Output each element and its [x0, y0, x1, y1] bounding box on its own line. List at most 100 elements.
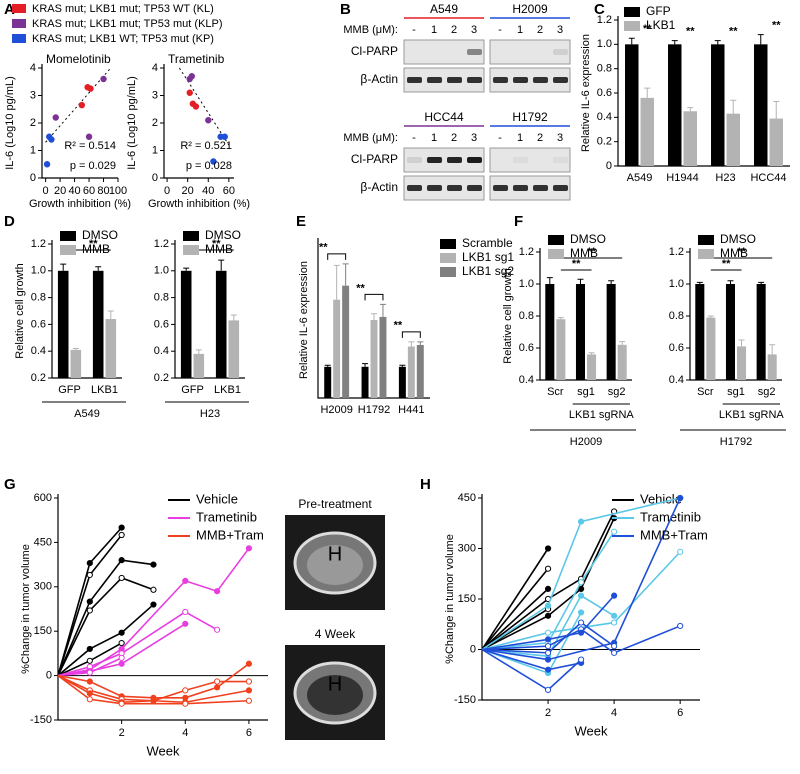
point: [611, 619, 618, 626]
significance: **: [319, 242, 328, 254]
bar: [575, 284, 585, 380]
y-tick-label: 0.4: [31, 345, 46, 357]
error-bar: [399, 364, 406, 367]
y-axis-label: Relative cell growth: [14, 263, 26, 358]
x-tick-label: GFP: [181, 384, 204, 396]
bar: [767, 354, 777, 380]
point: [150, 601, 157, 608]
point: [677, 494, 684, 502]
group-label: H23: [200, 408, 220, 420]
error-bar: [342, 263, 349, 286]
error-bar: [557, 317, 564, 320]
point: [577, 629, 585, 636]
y-tick-label: 0.8: [597, 63, 612, 75]
error-bar: [417, 341, 424, 345]
bar: [92, 270, 104, 378]
error-bar: [727, 280, 734, 284]
annotation: p = 0.028: [186, 160, 232, 172]
error-bar: [671, 40, 678, 45]
significance: **: [772, 20, 781, 32]
panel-label: E: [296, 213, 306, 230]
y-tick-label: 1: [30, 144, 36, 156]
point: [182, 700, 189, 707]
bar: [756, 284, 766, 380]
point: [210, 158, 217, 165]
legend-label: LKB1 sg2: [462, 264, 514, 278]
error-bar: [218, 259, 225, 271]
x-tick-label: H1944: [666, 172, 698, 184]
bar: [587, 354, 597, 380]
panel-label: C: [594, 1, 605, 18]
mri-label: H: [328, 543, 342, 565]
error-bar: [60, 263, 67, 271]
error-bar: [408, 341, 415, 347]
bar: [726, 113, 740, 166]
dose: 1: [517, 24, 523, 36]
x-tick-label: 40: [68, 185, 80, 197]
x-tick-label: LKB1: [91, 384, 118, 396]
bar: [683, 111, 697, 166]
image-caption: Pre-treatment: [298, 497, 372, 511]
legend-swatch: [183, 231, 199, 241]
error-bar: [696, 281, 703, 284]
significance: **: [686, 26, 695, 38]
point: [118, 574, 125, 582]
y-tick-label: 1.2: [669, 246, 684, 258]
bar: [180, 270, 192, 378]
error-bar: [687, 107, 694, 112]
bar: [617, 344, 627, 380]
series-line: [57, 559, 154, 676]
y-tick-label: 1.2: [519, 246, 534, 258]
blot: [403, 39, 485, 65]
group-label: H1792: [720, 436, 752, 448]
point: [86, 560, 93, 567]
legend-label: MMB: [82, 242, 110, 256]
cell-line: A549: [430, 2, 458, 16]
x-axis-label: Growth inhibition (%): [148, 198, 250, 210]
y-tick-label: 0.8: [519, 310, 534, 322]
legend-swatch: [624, 21, 640, 31]
point: [86, 690, 93, 697]
x-tick-label: 4: [611, 707, 617, 719]
x-axis-label: Week: [575, 723, 608, 738]
y-tick-label: 0.2: [154, 372, 169, 384]
y-tick-label: 0.8: [31, 292, 46, 304]
x-tick-label: 6: [246, 727, 252, 739]
band: [467, 77, 482, 83]
dose: 3: [471, 24, 477, 36]
x-tick-label: A549: [627, 172, 653, 184]
legend-swatch: [698, 235, 714, 245]
point: [213, 684, 221, 691]
error-bar: [195, 349, 202, 354]
point: [544, 602, 552, 609]
significance: **: [587, 246, 596, 258]
y-tick-label: 0: [46, 670, 52, 682]
legend-swatch: [440, 253, 456, 263]
point: [611, 643, 618, 650]
group-label: A549: [74, 408, 100, 420]
series-line: [481, 517, 615, 651]
y-tick-label: 0: [470, 643, 476, 655]
x-axis-label: Growth inhibition (%): [29, 198, 131, 210]
bar: [57, 270, 69, 378]
point: [86, 598, 93, 605]
point: [118, 557, 125, 564]
point: [150, 586, 157, 593]
sig-bracket: [401, 331, 421, 338]
annotation: p = 0.029: [70, 160, 116, 172]
y-tick-label: 0.4: [154, 345, 169, 357]
band: [553, 49, 568, 55]
bar: [706, 317, 716, 380]
error-bar: [230, 314, 237, 321]
bar: [668, 44, 682, 167]
legend-label: MMB+Tram: [196, 527, 264, 542]
y-tick-label: 1.2: [597, 14, 612, 26]
series-line: [481, 594, 615, 658]
x-tick-label: 40: [202, 185, 214, 197]
legend-label: KRAS mut; LKB1 mut; TP53 WT (KL): [32, 3, 214, 15]
y-tick-label: 0.8: [669, 310, 684, 322]
subgroup-label: LKB1 sgRNA: [719, 409, 784, 421]
point: [86, 571, 93, 579]
x-tick-label: 20: [182, 185, 194, 197]
sig-bracket: [327, 253, 347, 260]
